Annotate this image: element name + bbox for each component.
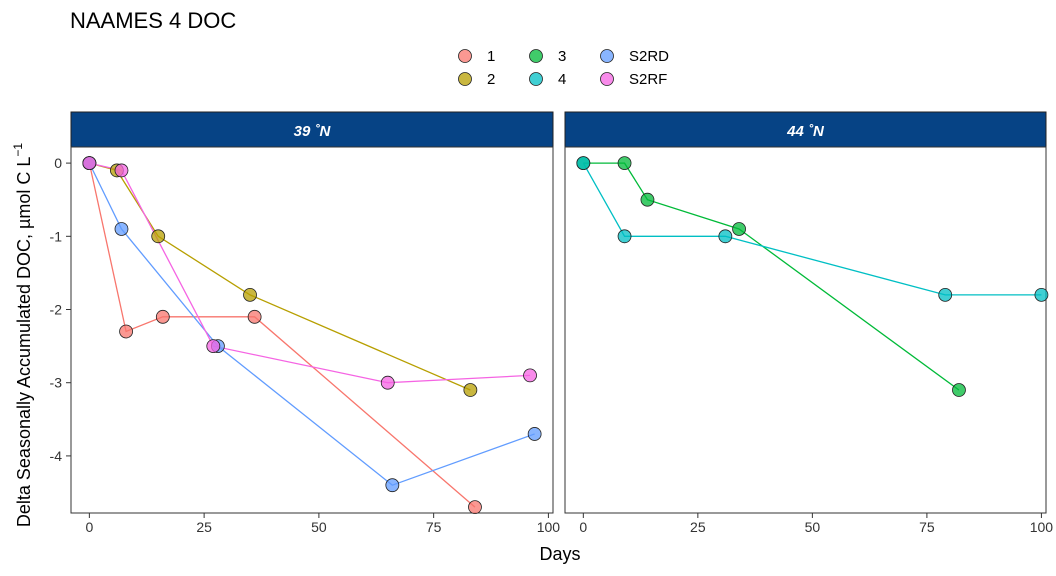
- data-point-2: [243, 287, 257, 302]
- x-tick-label: 25: [196, 519, 212, 535]
- series-line-S2RD: [88, 162, 535, 486]
- data-point-4: [617, 229, 632, 244]
- data-point-S2RD: [385, 478, 400, 493]
- x-tick-label: 50: [805, 519, 821, 535]
- x-tick-label: 0: [85, 519, 93, 535]
- panel-border: [564, 146, 1047, 514]
- x-tick-label: 25: [690, 519, 706, 535]
- legend-label-4: 4: [558, 71, 566, 88]
- data-point-S2RD: [527, 427, 542, 441]
- legend-label-3: 3: [558, 48, 566, 65]
- legend-key-4: [529, 72, 543, 86]
- data-point-3: [732, 222, 746, 236]
- x-tick-label: 100: [537, 519, 561, 535]
- data-point-3: [617, 156, 632, 171]
- data-point-4: [938, 287, 953, 302]
- data-point-4: [576, 156, 591, 171]
- data-point-1: [247, 309, 262, 324]
- y-tick-label: -3: [50, 375, 63, 391]
- series-line-1: [88, 162, 476, 508]
- series-line-S2RF: [89, 162, 531, 384]
- y-tick-label: 0: [54, 155, 62, 171]
- y-axis-title: Delta Seasonally Accumulated DOC, µmol C…: [11, 143, 34, 528]
- legend-label-1: 1: [487, 48, 495, 65]
- y-tick-label: -4: [50, 448, 63, 464]
- panel-border: [70, 146, 554, 514]
- series-line-2: [89, 162, 471, 391]
- legend: 1 2 3 4 S2RD S2RF: [458, 48, 669, 88]
- y-tick-label: -2: [50, 302, 63, 318]
- facet-panels: 39 ˚N 0 25 50 75 100 0 -1 -2 -3 -4 44 ˚N 0 25 50 75 100: [50, 111, 1054, 535]
- data-point-S2RD: [114, 222, 129, 236]
- data-point-1: [119, 324, 133, 339]
- x-tick-label: 0: [579, 519, 587, 535]
- data-point-2: [151, 229, 166, 244]
- data-point-S2RF: [523, 368, 537, 383]
- legend-key-S2RF: [600, 72, 614, 86]
- x-tick-label: 75: [919, 519, 935, 535]
- y-axis-title-main: Delta Seasonally Accumulated DOC, µmol C…: [14, 157, 34, 528]
- x-axis-title: Days: [539, 544, 580, 564]
- series-line-3: [583, 162, 960, 391]
- y-axis-title-superscript: −1: [11, 143, 25, 157]
- data-point-S2RF: [380, 375, 395, 390]
- data-point-1: [155, 309, 170, 324]
- x-tick-label: 75: [426, 519, 442, 535]
- panel-2: 44 ˚N 0 25 50 75 100: [564, 111, 1054, 535]
- legend-label-S2RF: S2RF: [629, 71, 667, 88]
- data-point-4: [1034, 287, 1049, 302]
- facet-strip-label: 39 ˚N: [294, 123, 332, 140]
- facet-strip-label: 44 ˚N: [786, 123, 825, 140]
- data-point-3: [640, 192, 655, 207]
- legend-key-2: [458, 72, 472, 86]
- legend-key-S2RD: [600, 49, 614, 63]
- data-point-S2RF: [82, 156, 97, 171]
- legend-label-S2RD: S2RD: [629, 48, 669, 65]
- y-tick-label: -1: [50, 228, 63, 244]
- series-line-4: [582, 162, 1042, 296]
- chart-title: NAAMES 4 DOC: [70, 8, 236, 33]
- data-point-4: [718, 229, 733, 244]
- legend-key-1: [458, 49, 472, 63]
- panel-1: 39 ˚N 0 25 50 75 100 0 -1 -2 -3 -4: [50, 111, 561, 535]
- legend-label-2: 2: [487, 71, 495, 88]
- data-point-1: [468, 500, 482, 515]
- data-point-3: [952, 383, 966, 397]
- legend-key-3: [529, 49, 543, 63]
- data-point-S2RF: [206, 339, 221, 354]
- facet-strip: [70, 111, 554, 148]
- data-point-S2RF: [114, 163, 129, 178]
- x-tick-label: 100: [1030, 519, 1054, 535]
- x-tick-label: 50: [311, 519, 327, 535]
- data-point-2: [463, 383, 478, 397]
